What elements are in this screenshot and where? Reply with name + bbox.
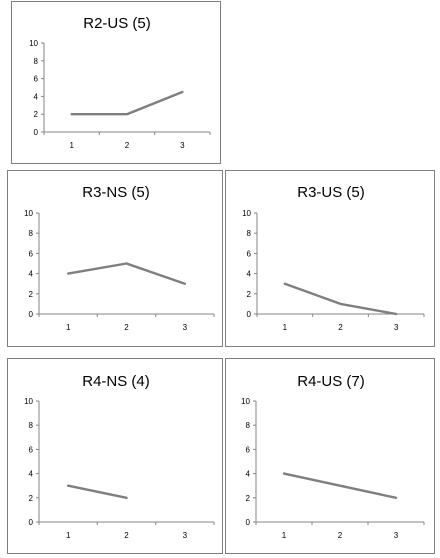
y-tick-label: 4 [247, 270, 252, 279]
chart-panel-r4-us: R4-US (7) 0 2 4 6 8 10 1 2 3 [225, 358, 435, 554]
y-tick-label: 2 [247, 290, 252, 299]
series-line [283, 282, 398, 316]
y-tick-label: 0 [29, 310, 34, 319]
x-tick-label: 1 [283, 323, 288, 332]
chart-panel-r3-ns: R3-NS (5) 0 2 4 6 8 10 1 2 3 [7, 170, 223, 347]
x-tick-label: 3 [394, 323, 399, 332]
y-tick-label: 6 [247, 249, 252, 258]
series-line [66, 262, 187, 285]
y-tick-label: 2 [29, 290, 34, 299]
x-tick-label: 3 [183, 531, 188, 540]
y-tick-label: 0 [246, 518, 251, 527]
y-tick-label: 4 [246, 470, 251, 479]
y-tick-label: 6 [34, 75, 39, 84]
y-tick-label: 10 [24, 209, 33, 218]
y-tick-label: 2 [29, 494, 34, 503]
x-tick-label: 3 [183, 323, 188, 332]
x-tick-label: 2 [338, 323, 343, 332]
y-tick-label: 2 [34, 110, 39, 119]
y-tick-label: 0 [29, 518, 34, 527]
series-line [282, 472, 398, 500]
chart-title: R4-US (7) [297, 373, 365, 390]
y-tick-label: 8 [247, 229, 252, 238]
y-tick-label: 4 [29, 270, 34, 279]
y-tick-label: 10 [242, 209, 251, 218]
chart-title: R3-US (5) [297, 184, 365, 201]
x-tick-label: 3 [180, 141, 185, 150]
x-tick-label: 2 [124, 323, 129, 332]
y-tick-label: 6 [29, 249, 34, 258]
y-tick-label: 8 [29, 229, 34, 238]
x-tick-label: 2 [338, 531, 343, 540]
y-tick-label: 10 [24, 397, 33, 406]
y-tick-label: 8 [29, 421, 34, 430]
y-tick-label: 8 [246, 421, 251, 430]
x-tick-label: 1 [66, 323, 71, 332]
y-tick-label: 2 [246, 494, 251, 503]
chart-panel-r4-ns: R4-NS (4) 0 2 4 6 8 10 1 2 3 [7, 358, 223, 554]
x-tick-label: 2 [125, 141, 130, 150]
x-tick-label: 2 [124, 531, 129, 540]
series-line [70, 90, 184, 116]
y-tick-label: 6 [29, 445, 34, 454]
chart-title: R2-US (5) [83, 15, 151, 32]
chart-title: R3-NS (5) [82, 184, 150, 201]
y-tick-label: 0 [247, 310, 252, 319]
chart-title: R4-NS (4) [82, 373, 150, 390]
x-tick-label: 1 [66, 531, 71, 540]
y-tick-label: 4 [34, 92, 39, 101]
series-line [66, 484, 128, 500]
x-tick-label: 1 [69, 141, 74, 150]
y-tick-label: 10 [241, 397, 250, 406]
y-tick-label: 8 [34, 57, 39, 66]
y-tick-label: 0 [34, 128, 39, 137]
chart-panel-r3-us: R3-US (5) 0 2 4 6 8 10 1 2 3 [225, 170, 435, 347]
x-tick-label: 3 [394, 531, 399, 540]
y-tick-label: 10 [29, 39, 38, 48]
y-tick-label: 4 [29, 470, 34, 479]
x-tick-label: 1 [282, 531, 287, 540]
y-tick-label: 6 [246, 445, 251, 454]
chart-panel-r2-us: R2-US (5) 0 2 4 6 8 10 1 2 3 [11, 1, 221, 164]
